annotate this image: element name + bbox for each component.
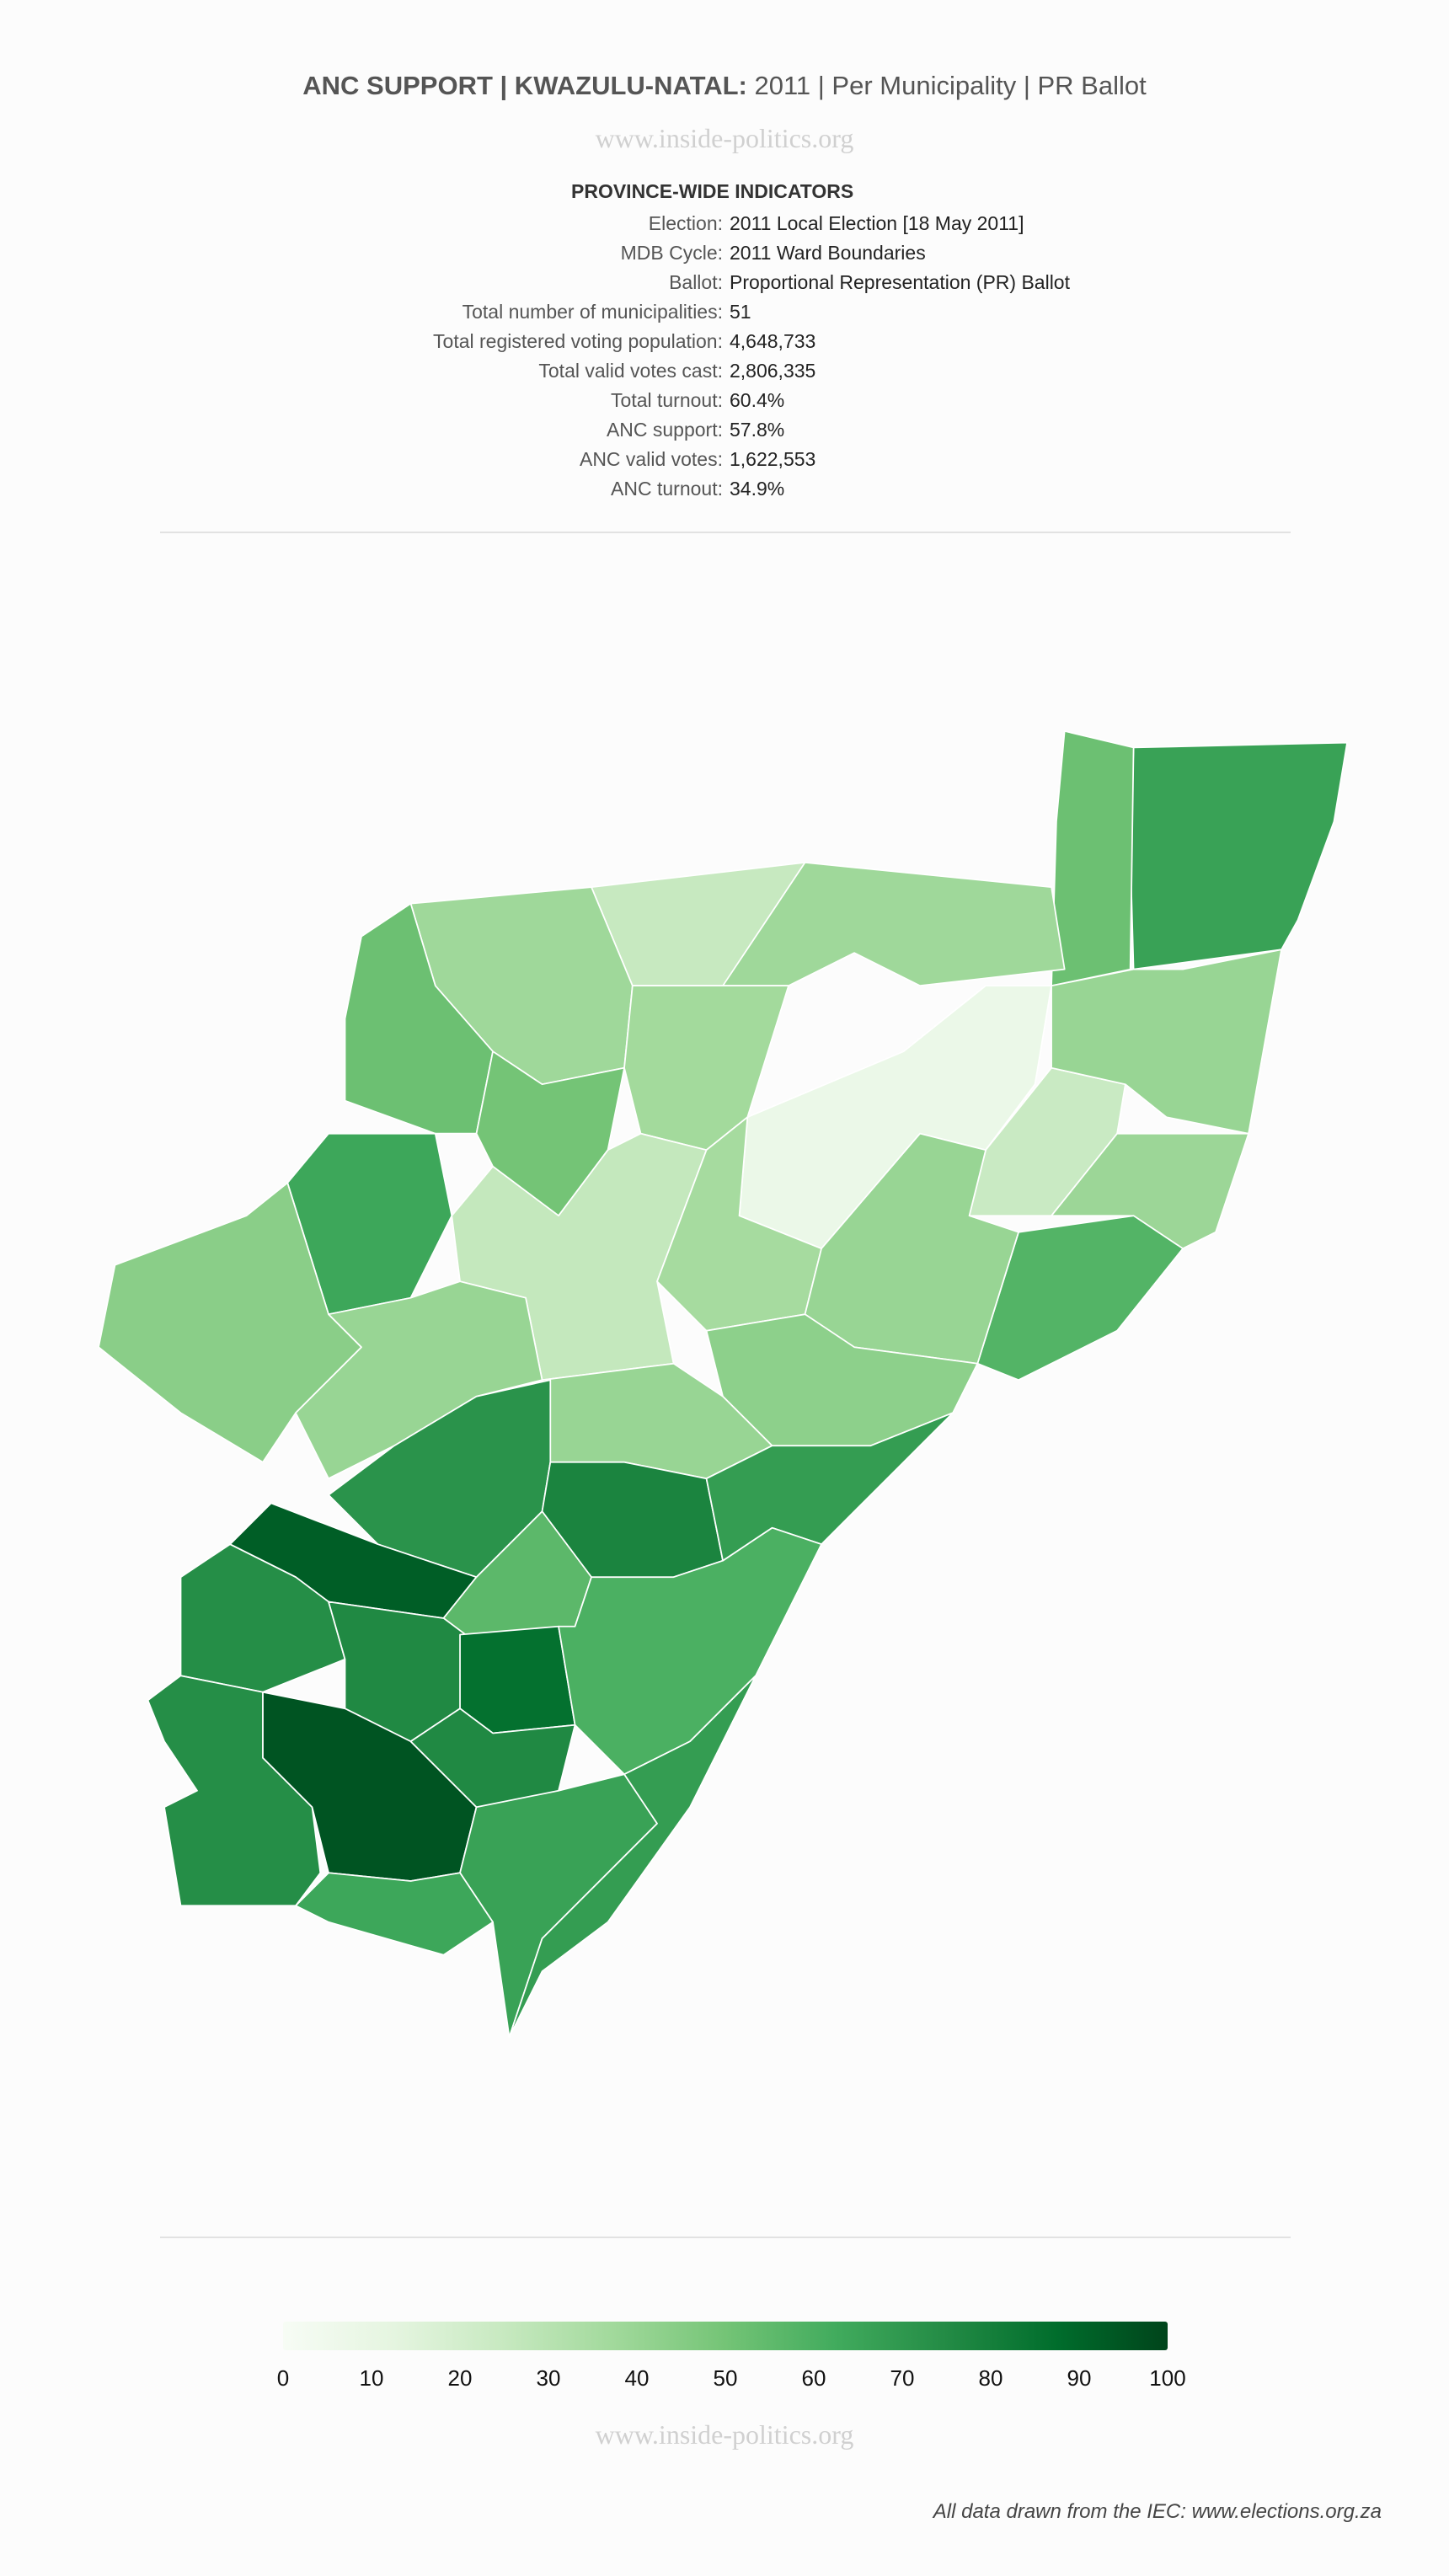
indicator-value: Proportional Representation (PR) Ballot <box>730 271 1070 293</box>
indicator-value: 51 <box>730 301 751 323</box>
indicator-row: Total registered voting population: 4,648… <box>0 327 1449 356</box>
indicator-value: 4,648,733 <box>730 330 816 352</box>
legend-tick-label: 50 <box>713 2365 738 2391</box>
page-title: ANC SUPPORT | KWAZULU-NATAL: 2011 | Per … <box>0 71 1449 101</box>
legend-tick-label: 80 <box>978 2365 1003 2391</box>
legend-tick-label: 70 <box>890 2365 915 2391</box>
legend-tick-label: 30 <box>536 2365 561 2391</box>
indicators-heading: PROVINCE-WIDE INDICATORS <box>571 180 854 202</box>
municipality-region <box>459 1625 576 1734</box>
title-rest: 2011 | Per Municipality | PR Ballot <box>746 71 1147 100</box>
legend-tick-label: 90 <box>1067 2365 1092 2391</box>
municipality-region <box>459 1773 658 2039</box>
municipality-region <box>508 1675 757 2039</box>
title-bold: ANC SUPPORT | KWAZULU-NATAL: <box>302 71 747 100</box>
legend-tick-label: 20 <box>447 2365 473 2391</box>
municipality-region <box>147 1675 322 1907</box>
indicator-row: Ballot: Proportional Representation (PR) … <box>0 268 1449 297</box>
indicator-row: ANC support: 57.8% <box>0 415 1449 445</box>
indicator-label: Total turnout: <box>611 389 723 411</box>
indicator-row: ANC valid votes: 1,622,553 <box>0 445 1449 474</box>
indicators-list: Election: 2011 Local Election [18 May 201… <box>0 209 1449 504</box>
indicator-row: Election: 2011 Local Election [18 May 201… <box>0 209 1449 238</box>
legend-tick-label: 0 <box>276 2365 290 2391</box>
indicator-label: ANC valid votes: <box>579 448 723 470</box>
divider-top <box>160 532 1291 533</box>
color-scale-legend <box>283 2322 1168 2350</box>
indicator-value: 2011 Ward Boundaries <box>730 242 926 264</box>
source-note: All data drawn from the IEC: www.electio… <box>933 2500 1382 2523</box>
indicator-value: 57.8% <box>730 419 785 441</box>
indicator-row: ANC turnout: 34.9% <box>0 474 1449 504</box>
municipality-region <box>1051 730 1135 987</box>
legend-tick-label: 60 <box>801 2365 826 2391</box>
indicator-value: 1,622,553 <box>730 448 816 470</box>
municipality-region <box>1129 741 1348 970</box>
indicator-value: 60.4% <box>730 389 785 411</box>
indicator-label: Total number of municipalities: <box>462 301 723 323</box>
indicator-label: Total valid votes cast: <box>538 360 723 382</box>
indicator-label: ANC support: <box>606 419 723 441</box>
indicator-row: Total valid votes cast: 2,806,335 <box>0 356 1449 386</box>
indicator-label: Total registered voting population: <box>433 330 723 352</box>
indicator-label: Election: <box>648 212 723 234</box>
indicator-label: ANC turnout: <box>611 478 723 500</box>
indicator-value: 2011 Local Election [18 May 2011] <box>730 212 1024 234</box>
divider-bottom <box>160 2237 1291 2238</box>
indicator-row: MDB Cycle: 2011 Ward Boundaries <box>0 238 1449 268</box>
indicator-label: MDB Cycle: <box>620 242 723 264</box>
indicator-value: 2,806,335 <box>730 360 816 382</box>
watermark-bottom: www.inside-politics.org <box>595 2419 854 2450</box>
legend-tick-label: 10 <box>359 2365 384 2391</box>
municipality-region <box>1051 949 1282 1135</box>
indicator-row: Total turnout: 60.4% <box>0 386 1449 415</box>
municipality-region <box>295 1872 494 1956</box>
watermark-top: www.inside-politics.org <box>595 123 854 153</box>
indicator-label: Ballot: <box>669 271 723 293</box>
legend-tick-label: 40 <box>624 2365 650 2391</box>
indicator-row: Total number of municipalities: 51 <box>0 297 1449 327</box>
legend-tick-label: 100 <box>1149 2365 1186 2391</box>
indicator-value: 34.9% <box>730 478 785 500</box>
